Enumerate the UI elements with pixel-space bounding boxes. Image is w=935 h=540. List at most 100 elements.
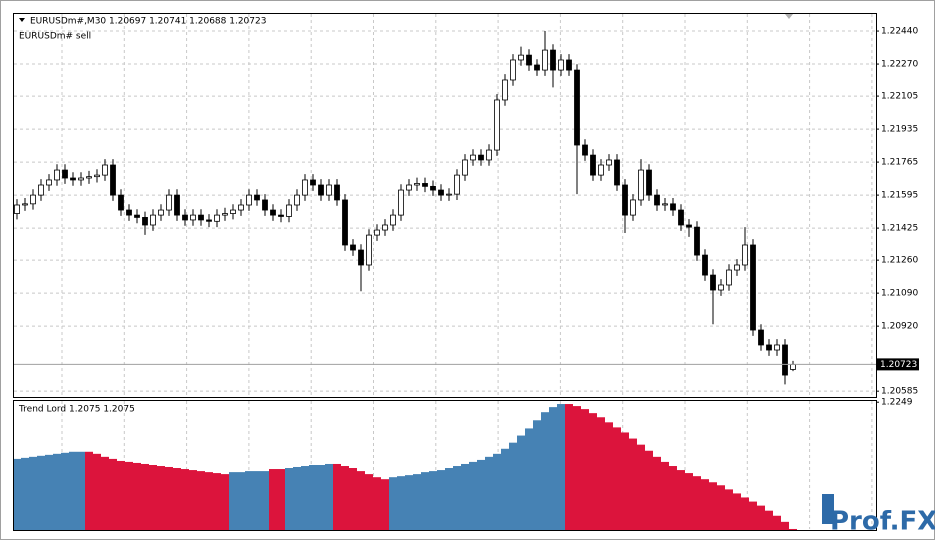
candle-body — [598, 164, 604, 176]
candle-body — [438, 189, 444, 196]
histogram-bar — [525, 428, 533, 530]
candle-body — [422, 183, 428, 187]
candle-body — [286, 204, 292, 217]
candle-body — [494, 99, 500, 151]
histogram-bar — [237, 472, 245, 530]
histogram-bar — [245, 471, 253, 530]
histogram-bar — [725, 489, 733, 530]
candle-body — [102, 164, 108, 176]
histogram-bar — [357, 471, 365, 530]
candle-body — [94, 174, 100, 178]
histogram-bar — [101, 456, 109, 530]
candle-body — [198, 214, 204, 221]
candle-body — [70, 177, 76, 181]
candle-body — [110, 164, 116, 196]
histogram-bar — [485, 456, 493, 530]
histogram-bar — [13, 458, 21, 530]
candle-body — [150, 214, 156, 226]
histogram-bar — [37, 455, 45, 530]
candle-body — [718, 284, 724, 291]
histogram-bar — [93, 453, 101, 530]
indicator-title: Trend Lord 1.2075 1.2075 — [18, 405, 135, 415]
watermark: Prof.FX — [830, 507, 935, 537]
menu-arrow[interactable] — [19, 18, 25, 22]
candle-body — [638, 169, 644, 201]
histogram-bar — [333, 463, 341, 530]
histogram-bar — [69, 451, 77, 530]
candle-body — [750, 244, 756, 331]
histogram-bar — [613, 427, 621, 530]
candle-body — [38, 184, 44, 196]
candle-body — [238, 204, 244, 211]
y-tick-label: 1.21425 — [881, 224, 918, 234]
candle-body — [670, 203, 676, 211]
histogram-bar — [605, 422, 613, 530]
histogram-bar — [21, 457, 29, 530]
marks — [13, 31, 876, 530]
histogram-bar — [221, 474, 229, 530]
candle-body — [342, 199, 348, 246]
candle-body — [726, 269, 732, 286]
candle-body — [62, 169, 68, 179]
histogram-bar — [229, 472, 237, 530]
histogram-bar — [765, 510, 773, 530]
histogram-bar — [589, 413, 597, 530]
shift-marker — [785, 14, 793, 19]
histogram-bar — [669, 466, 677, 530]
histogram-bar — [661, 461, 669, 530]
y-tick-label: 1.2249 — [881, 398, 913, 408]
histogram-bar — [125, 461, 133, 530]
histogram-bar — [45, 454, 53, 530]
histogram-bar — [453, 466, 461, 530]
candle-body — [30, 194, 36, 205]
candle-body — [782, 344, 788, 376]
histogram-bar — [717, 485, 725, 530]
histogram-bar — [621, 432, 629, 530]
candle-body — [590, 154, 596, 176]
candle-body — [350, 244, 356, 251]
candle-body — [742, 244, 748, 266]
histogram-bar — [629, 438, 637, 530]
main-panel-frame — [13, 13, 877, 398]
histogram-bar — [789, 528, 797, 530]
y-tick-label: 1.21765 — [881, 158, 918, 168]
y-tick-label: 1.21090 — [881, 289, 918, 299]
candle-body — [406, 184, 412, 191]
candle-body — [14, 204, 20, 214]
current-price-box — [877, 358, 919, 371]
candle-body — [454, 174, 460, 195]
y-tick-label: 1.20920 — [881, 322, 918, 332]
candle-body — [166, 194, 172, 211]
histogram-bar — [637, 444, 645, 530]
histogram-bar — [213, 473, 221, 530]
histogram-bar — [533, 420, 541, 530]
candle-body — [382, 224, 388, 231]
histogram-bar — [693, 476, 701, 530]
histogram-bar — [269, 469, 277, 530]
candle-body — [390, 214, 396, 226]
histogram-bar — [253, 471, 261, 530]
candle-body — [566, 59, 572, 71]
indicator-panel-frame — [13, 400, 877, 531]
candle-body — [86, 176, 92, 179]
histogram-bar — [189, 470, 197, 530]
candle-body — [278, 214, 284, 217]
histogram-bar — [157, 466, 165, 530]
candle-body — [734, 264, 740, 271]
candle-body — [126, 209, 132, 216]
y-tick-label: 1.21935 — [881, 125, 918, 135]
histogram-bar — [501, 448, 509, 530]
candle-body — [654, 194, 660, 206]
histogram-bar — [341, 466, 349, 530]
chart-title: EURUSDm#,M30 1.20697 1.20741 1.20688 1.2… — [30, 17, 266, 27]
histogram-bar — [373, 477, 381, 530]
candle-body — [430, 185, 436, 191]
histogram-bar — [469, 461, 477, 530]
candle-body — [182, 214, 188, 221]
candle-body — [134, 214, 140, 218]
histogram-bar — [197, 471, 205, 530]
candle-body — [310, 179, 316, 186]
candle-body — [606, 159, 612, 166]
candle-body — [158, 209, 164, 216]
